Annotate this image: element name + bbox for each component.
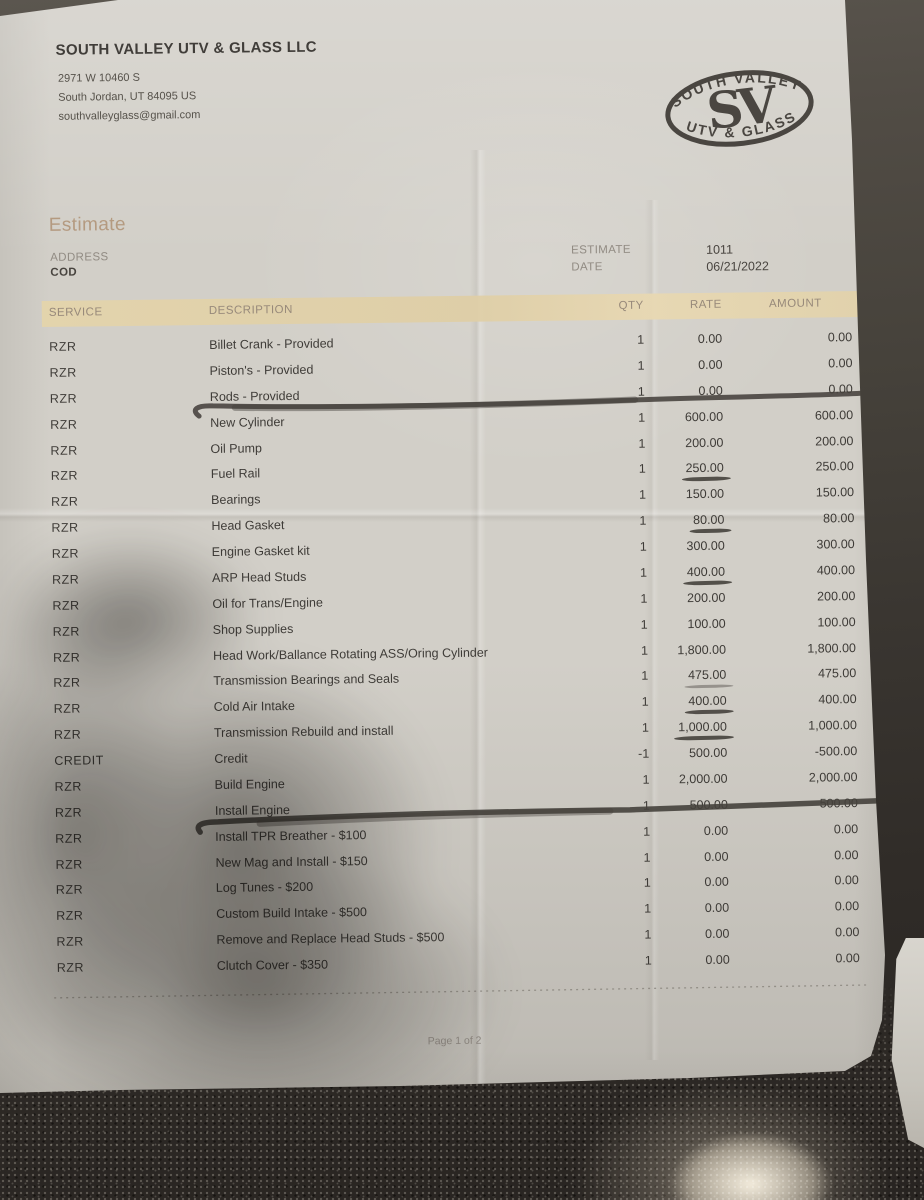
light-glare	[520, 1020, 924, 1200]
pen-stroke-rods-divider	[192, 390, 872, 419]
logo-monogram: SV	[704, 74, 782, 141]
hand-shadow	[0, 500, 500, 1093]
logo-oval	[665, 70, 814, 147]
company-logo: SOUTH VALLEY SV UTV & GLASS	[665, 63, 814, 147]
pen-stroke-rods-divider-overlap	[231, 396, 639, 412]
